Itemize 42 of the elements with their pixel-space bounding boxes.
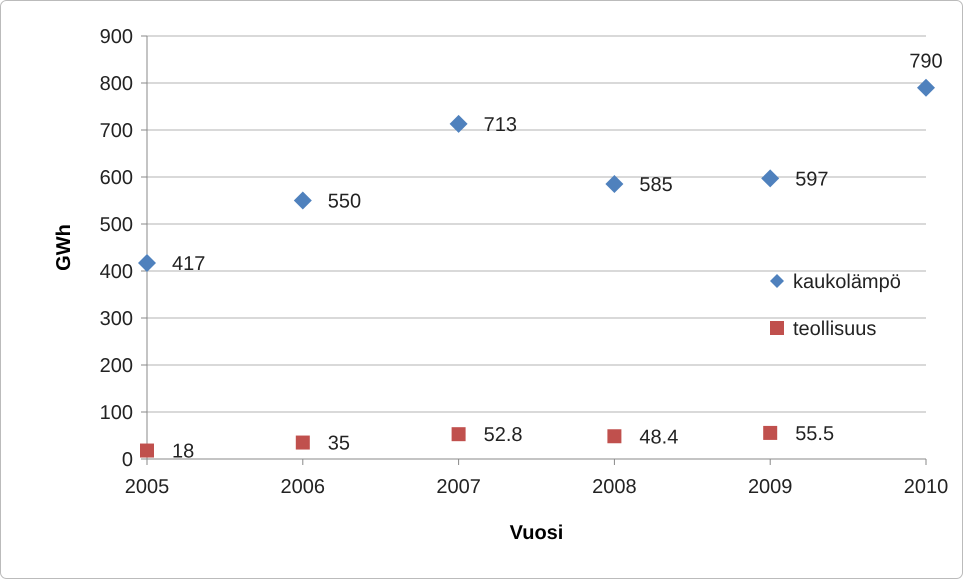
point [140, 444, 154, 458]
x-tick-label: 2005 [124, 476, 170, 498]
point [763, 426, 778, 440]
point [450, 114, 468, 133]
data-label: 55.5 [795, 422, 834, 445]
data-label: 550 [328, 190, 362, 212]
data-label: 585 [639, 174, 673, 196]
legend-label: teollisuus [793, 318, 876, 340]
y-tick-label: 100 [100, 402, 133, 424]
y-tick-label: 300 [100, 308, 133, 330]
data-label: 597 [795, 168, 829, 190]
point [607, 429, 622, 444]
point [917, 78, 935, 97]
y-tick-label: 200 [100, 355, 133, 377]
data-label: 52.8 [484, 424, 523, 446]
x-tick-label: 2008 [592, 476, 637, 498]
data-label: 48.4 [639, 426, 678, 448]
data-label: 417 [172, 253, 206, 276]
x-tick-label: 2010 [904, 476, 948, 498]
point [294, 192, 312, 210]
y-axis-title: GWh [53, 224, 75, 271]
x-tick-label: 2006 [280, 476, 326, 498]
x-axis-title: Vuosi [510, 522, 564, 544]
point [761, 169, 780, 188]
x-tick-label: 2009 [748, 476, 792, 498]
y-tick-label: 500 [100, 214, 133, 236]
point [452, 427, 466, 442]
y-tick-label: 400 [100, 261, 133, 283]
data-label: 35 [328, 432, 350, 455]
data-label: 790 [909, 50, 943, 73]
y-tick-label: 900 [100, 26, 133, 48]
x-tick-label: 2007 [436, 476, 481, 498]
legend-label: kaukolämpö [793, 271, 901, 293]
point [296, 436, 310, 450]
y-tick-label: 800 [100, 73, 133, 95]
data-label: 713 [484, 114, 517, 136]
point [138, 254, 156, 272]
y-tick-label: 600 [100, 167, 133, 189]
data-label: 18 [172, 440, 194, 463]
y-tick-label: 0 [122, 449, 133, 471]
point [605, 175, 624, 194]
y-tick-label: 700 [100, 120, 133, 142]
